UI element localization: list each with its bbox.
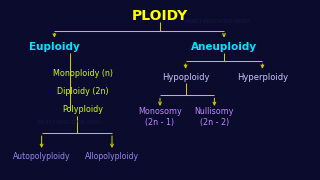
Text: MERCY EDUCATION MEDIA: MERCY EDUCATION MEDIA (38, 120, 103, 125)
Text: Polyploidy: Polyploidy (63, 105, 104, 114)
Text: Autopolyploidy: Autopolyploidy (13, 152, 70, 161)
Text: PLOIDY: PLOIDY (132, 9, 188, 23)
Text: Hypoploidy: Hypoploidy (162, 73, 209, 82)
Text: Nullisomy
(2n - 2): Nullisomy (2n - 2) (195, 107, 234, 127)
Text: Aneuploidy: Aneuploidy (191, 42, 257, 52)
Text: Allopolyploidy: Allopolyploidy (85, 152, 139, 161)
Text: MERCY EDUCATION MEDIA: MERCY EDUCATION MEDIA (185, 19, 250, 24)
Text: Hyperploidy: Hyperploidy (237, 73, 288, 82)
Text: Euploidy: Euploidy (29, 42, 80, 52)
Text: Diploidy (2n): Diploidy (2n) (57, 87, 109, 96)
Text: Monoploidy (n): Monoploidy (n) (53, 69, 113, 78)
Text: Monosomy
(2n - 1): Monosomy (2n - 1) (138, 107, 182, 127)
